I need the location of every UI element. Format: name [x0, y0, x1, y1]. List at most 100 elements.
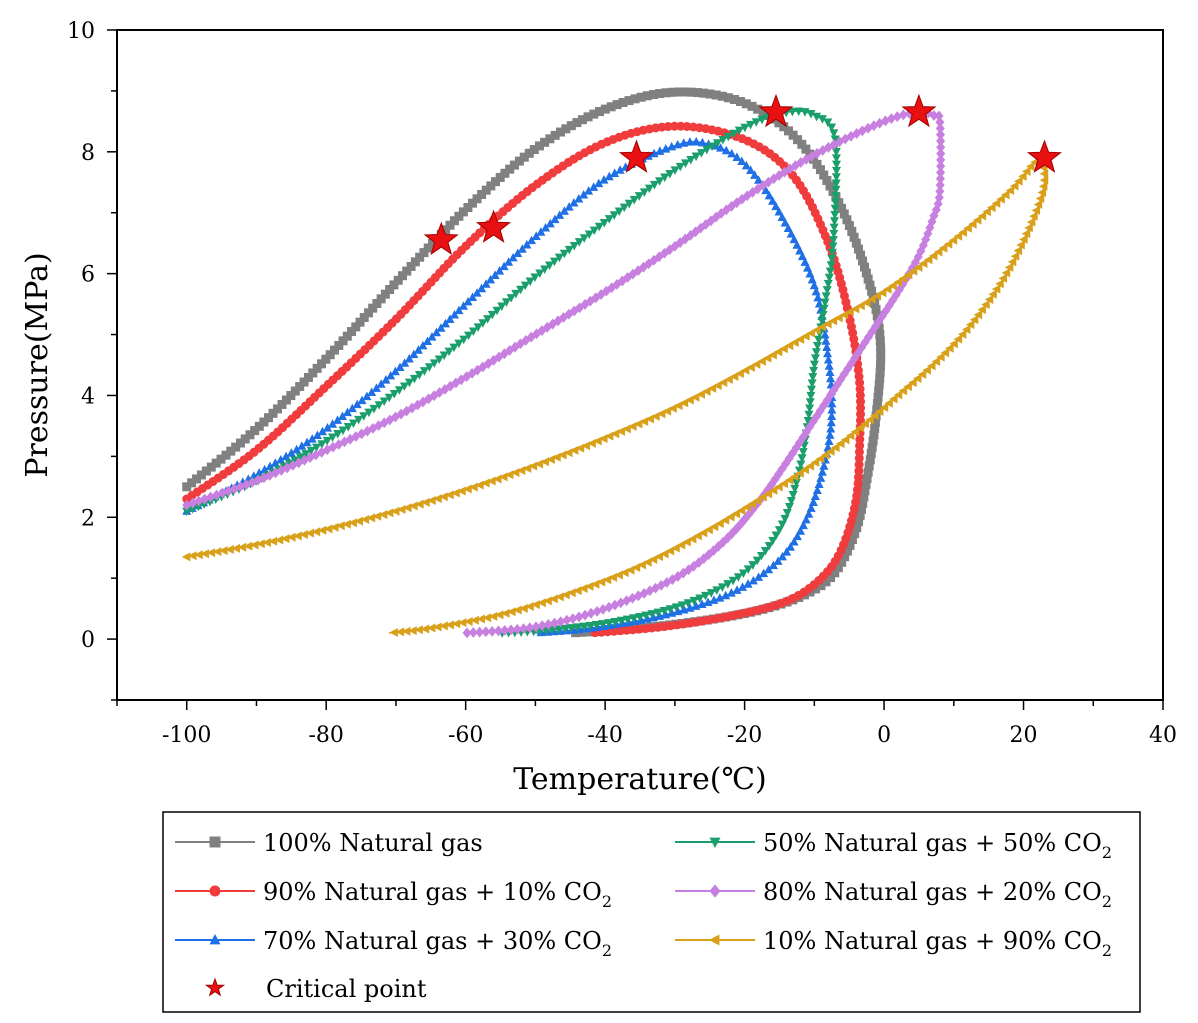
data-point: [254, 421, 264, 431]
data-point: [721, 590, 731, 600]
data-point: [513, 248, 523, 258]
data-point: [982, 207, 991, 217]
data-point: [822, 175, 832, 185]
data-point: [327, 433, 337, 443]
data-point: [733, 573, 743, 582]
data-point: [612, 100, 622, 110]
data-point: [929, 210, 939, 222]
data-point: [823, 442, 833, 452]
critical-point-star: [204, 977, 226, 997]
x-tick-label: -100: [162, 723, 211, 748]
data-point: [831, 192, 841, 201]
data-point: [928, 251, 938, 261]
data-point: [988, 289, 997, 299]
data-point: [774, 526, 784, 535]
data-point: [832, 160, 842, 170]
x-tick-label: 40: [1149, 723, 1177, 748]
data-point: [855, 441, 865, 451]
data-point: [413, 399, 423, 411]
data-point: [322, 436, 332, 446]
data-point: [585, 621, 595, 631]
data-point: [723, 580, 733, 589]
data-point: [828, 316, 838, 326]
data-point: [867, 294, 876, 304]
data-point: [913, 262, 923, 272]
data-point: [695, 594, 705, 604]
data-point: [819, 461, 829, 470]
critical-point-star: [476, 209, 512, 243]
data-point: [553, 315, 563, 327]
data-point: [821, 292, 831, 301]
data-point: [892, 111, 902, 122]
data-point: [876, 348, 886, 358]
data-point: [372, 511, 382, 521]
data-point: [463, 484, 472, 494]
data-point: [795, 468, 804, 478]
data-point: [828, 187, 838, 197]
data-point: [1021, 166, 1031, 176]
data-point: [817, 317, 827, 326]
data-point: [729, 371, 739, 381]
data-point: [583, 112, 593, 122]
data-point: [857, 504, 867, 514]
data-point: [768, 350, 777, 360]
data-point: [494, 351, 504, 363]
data-point: [531, 621, 541, 633]
data-point: [525, 277, 535, 287]
data-point: [751, 118, 761, 127]
data-point: [540, 265, 550, 275]
data-point: [625, 565, 635, 575]
data-point: [784, 475, 794, 485]
legend-item: 50% Natural gas + 50% CO2: [675, 829, 1112, 862]
data-point: [726, 512, 735, 522]
data-point: [809, 360, 819, 370]
data-point: [854, 453, 864, 463]
data-point: [404, 353, 414, 363]
data-point: [1005, 186, 1015, 196]
data-point: [637, 560, 646, 570]
data-point: [764, 564, 774, 574]
data-point: [477, 283, 487, 293]
data-point: [827, 398, 837, 408]
data-point: [449, 310, 459, 319]
data-point: [655, 611, 665, 620]
data-point: [856, 397, 866, 407]
data-point: [823, 319, 832, 329]
data-point: [779, 122, 789, 132]
data-point: [409, 374, 419, 384]
data-point: [726, 588, 736, 597]
data-point: [206, 462, 216, 472]
data-point: [393, 275, 403, 285]
data-point: [715, 518, 724, 528]
data-point: [903, 382, 912, 392]
data-point: [801, 514, 811, 524]
data-point: [188, 505, 198, 514]
data-point: [748, 575, 758, 585]
data-point: [748, 186, 758, 198]
legend-swatch-marker: [209, 836, 221, 848]
data-point: [758, 180, 768, 191]
data-point: [867, 442, 877, 452]
data-point: [936, 141, 946, 153]
data-point: [830, 204, 840, 214]
data-point: [761, 185, 771, 195]
data-point: [874, 323, 884, 333]
data-point: [596, 577, 606, 587]
data-point: [818, 144, 828, 156]
data-point: [943, 239, 953, 249]
data-point: [305, 452, 315, 464]
data-point: [732, 152, 742, 161]
data-point: [674, 87, 684, 97]
data-point: [831, 185, 841, 195]
axis-ticks: -100 -80 -60 -40 -20 0 20 40 0 2 4 6 8 10: [67, 19, 1177, 748]
data-point: [692, 88, 702, 98]
data-point: [306, 446, 316, 456]
data-point: [655, 146, 665, 155]
data-point: [1019, 234, 1028, 244]
data-point: [458, 207, 468, 217]
data-point: [810, 354, 820, 363]
data-point: [403, 503, 412, 513]
data-point: [574, 193, 584, 203]
data-point: [874, 386, 884, 396]
data-point: [825, 430, 835, 439]
